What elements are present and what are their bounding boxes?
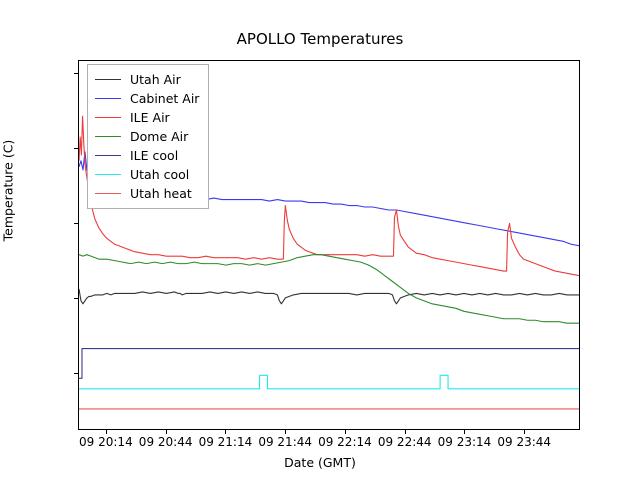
x-tick-mark <box>524 430 526 434</box>
legend-item-label: Utah Air <box>130 72 181 87</box>
legend-item-label: ILE cool <box>130 148 179 163</box>
legend-item-cabinet-air[interactable]: Cabinet Air <box>95 89 199 108</box>
x-tick-mark <box>225 430 227 434</box>
series-line-ile-air <box>79 116 579 275</box>
x-tick-mark <box>344 430 346 434</box>
y-tick-mark <box>74 223 78 225</box>
x-tick-label: 09 21:44 <box>258 435 313 449</box>
legend-swatch-icon <box>95 79 121 80</box>
x-tick-label: 09 20:44 <box>138 435 193 449</box>
x-tick-label: 09 21:14 <box>198 435 253 449</box>
x-tick-mark <box>165 430 167 434</box>
x-tick-label: 09 22:14 <box>318 435 372 449</box>
legend-item-label: Utah cool <box>130 167 190 182</box>
y-tick-mark <box>74 373 78 375</box>
series-line-dome-air <box>79 255 579 324</box>
x-tick-label: 09 23:14 <box>437 435 492 449</box>
series-line-utah-cool <box>79 375 579 388</box>
x-tick-mark <box>105 430 107 434</box>
legend-item-label: Dome Air <box>130 129 189 144</box>
series-line-utah-air <box>79 289 579 304</box>
x-tick-mark <box>464 430 466 434</box>
legend-swatch-icon <box>95 117 121 118</box>
legend-swatch-icon <box>95 174 121 175</box>
legend-item-ile-cool[interactable]: ILE cool <box>95 146 199 165</box>
y-tick-mark <box>74 298 78 300</box>
x-axis-label: Date (GMT) <box>284 455 356 470</box>
legend-item-label: ILE Air <box>130 110 170 125</box>
y-tick-mark <box>74 148 78 150</box>
legend-item-utah-cool[interactable]: Utah cool <box>95 165 199 184</box>
x-tick-label: 09 22:44 <box>377 435 432 449</box>
chart-legend: Utah Air Cabinet Air ILE Air Dome Air ILE co… <box>87 64 210 209</box>
x-tick-mark <box>404 430 406 434</box>
legend-swatch-icon <box>95 98 121 99</box>
series-line-ile-cool <box>79 349 579 379</box>
legend-item-utah-air[interactable]: Utah Air <box>95 70 199 89</box>
chart-title: APOLLO Temperatures <box>236 30 404 48</box>
legend-item-utah-heat[interactable]: Utah heat <box>95 184 199 203</box>
y-axis-label: Temperature (C) <box>0 139 16 242</box>
legend-swatch-icon <box>95 193 121 194</box>
legend-swatch-icon <box>95 136 121 137</box>
legend-item-label: Cabinet Air <box>130 91 200 106</box>
legend-item-ile-air[interactable]: ILE Air <box>95 108 199 127</box>
legend-item-label: Utah heat <box>130 186 192 201</box>
legend-swatch-icon <box>95 155 121 156</box>
x-tick-label: 09 20:14 <box>79 435 133 449</box>
x-tick-label: 09 23:44 <box>497 435 552 449</box>
x-tick-mark <box>285 430 287 434</box>
legend-item-dome-air[interactable]: Dome Air <box>95 127 199 146</box>
y-tick-mark <box>74 73 78 75</box>
